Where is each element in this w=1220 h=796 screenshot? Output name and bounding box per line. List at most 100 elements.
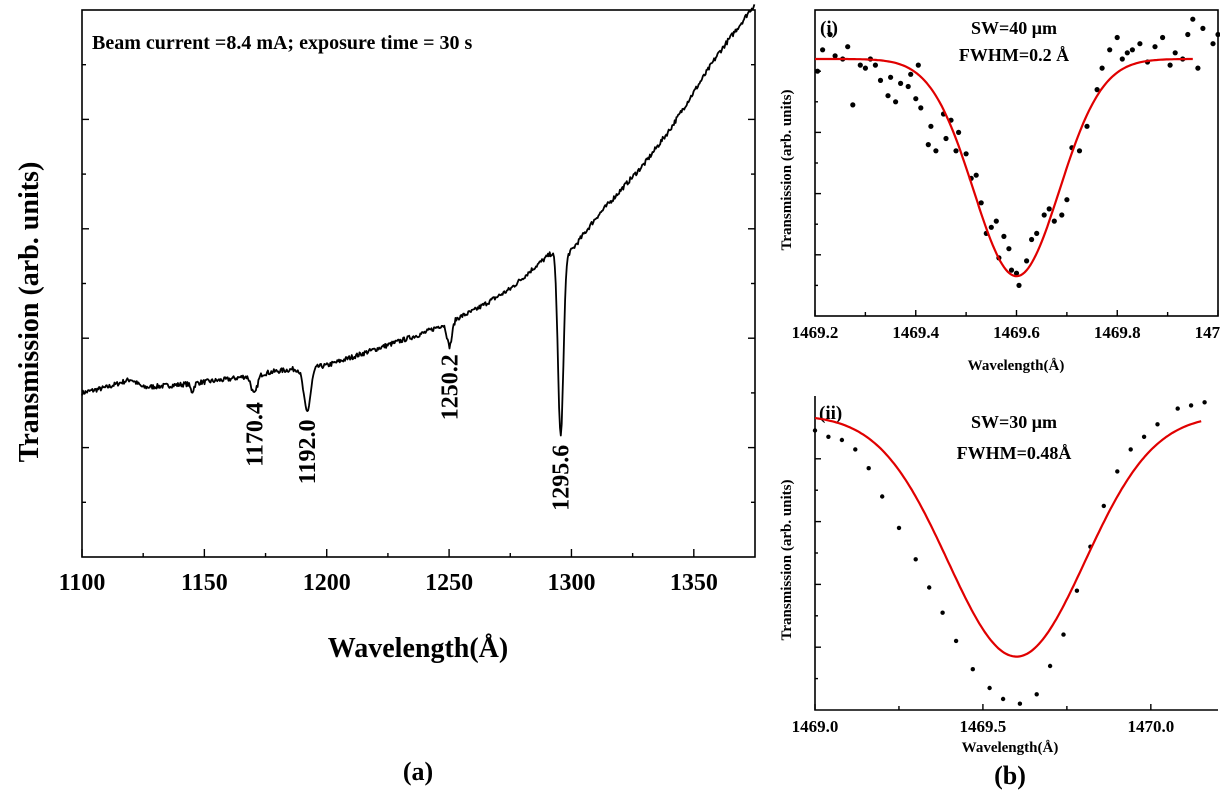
panel-b-i-data-point — [1076, 148, 1083, 154]
panel-b-ii-data-point — [1101, 503, 1107, 509]
panel-b-ii-data-point — [853, 447, 858, 452]
panel-a-annotation: Beam current =8.4 mA; exposure time = 30… — [92, 32, 473, 54]
panel-b-ii-data-point — [1188, 403, 1194, 408]
panel-a-x-tick-label: 1150 — [181, 570, 228, 596]
panel-b-i-x-tick-label: 1469.2 — [792, 323, 839, 342]
panel-b-i-data-points — [814, 16, 1220, 288]
panel-b-i-data-point — [1029, 236, 1035, 243]
panel-b-i-data-point — [1160, 34, 1166, 41]
panel-b-i-data-point — [908, 71, 914, 77]
panel-b-ii-data-point — [987, 685, 992, 691]
panel-b-i-data-point — [832, 53, 838, 59]
panel-a-x-tick-label: 1250 — [425, 570, 473, 596]
panel-b-i-data-point — [827, 31, 833, 38]
panel-a-x-tick-label: 1300 — [547, 570, 595, 596]
panel-b-i-x-axis-title: Wavelength(Å) — [968, 358, 1065, 374]
panel-a-peak-labels: 1170.4 1192.0 1250.2 1295.6 — [242, 354, 574, 511]
panel-b-i-data-point — [905, 83, 911, 90]
panel-a-y-axis — [82, 63, 755, 503]
panel-b-ii-data-point — [1115, 469, 1120, 474]
panel-a-spectrum-line — [81, 4, 756, 437]
panel-b-ii-data-point — [812, 428, 818, 433]
panel-b-ii-data-point — [970, 667, 975, 672]
panel-b-i-data-point — [845, 44, 851, 50]
panel-b-i-annotation-line-1: SW=40 μm — [971, 18, 1057, 38]
panel-b-i-data-point — [885, 93, 891, 99]
panel-b-i-x-axis: 1469.2 1469.4 1469.6 1469.8 1470.0 — [792, 310, 1220, 342]
panel-b-i-data-point — [893, 99, 899, 105]
panel-b-i-data-point — [1195, 65, 1201, 71]
panel-b-i-data-point — [928, 123, 934, 129]
panel-b-i-data-point — [898, 80, 904, 86]
panel-b-i-data-point — [1152, 44, 1158, 50]
panel-b-i-data-point — [963, 151, 969, 157]
panel-b-ii-data-point — [1074, 588, 1080, 593]
panel-a: Beam current =8.4 mA; exposure time = 30… — [14, 4, 756, 786]
panel-a-x-tick-label: 1200 — [303, 570, 351, 596]
panel-b-i-data-point — [1185, 31, 1191, 38]
panel-b-i-data-point — [1016, 282, 1022, 288]
panel-b-i-data-point — [1084, 123, 1090, 129]
panel-b-i-data-point — [973, 172, 979, 178]
panel-b-i-data-point — [1190, 16, 1196, 22]
panel-b-i-data-point — [1006, 246, 1012, 252]
panel-b-i-data-point — [1008, 267, 1015, 273]
panel-b-i-data-point — [943, 135, 949, 142]
panel-b-i-data-point — [1034, 230, 1040, 236]
panel-b-i-data-point — [1210, 41, 1216, 47]
panel-b-ii-y-axis-title: Transmission (arb. units) — [779, 479, 795, 640]
panel-b-ii-data-point — [1061, 632, 1066, 637]
panel-b-i-data-point — [1137, 41, 1143, 47]
panel-b-i-data-point — [1046, 206, 1052, 212]
panel-b-ii-data-point — [1155, 422, 1160, 427]
panel-a-peak-label: 1192.0 — [295, 420, 321, 485]
panel-b-i-data-point — [814, 68, 821, 74]
panel-b-i-data-point — [953, 148, 959, 154]
panel-a-x-tick-label: 1100 — [59, 570, 106, 596]
panel-b-ii-data-point — [1128, 447, 1133, 452]
panel-a-x-axis-title: Wavelength(Å) — [328, 633, 508, 664]
panel-b-i: (i) SW=40 μm FWHM=0.2 Å 1469.2 1469.4 1469… — [779, 9, 1220, 374]
panel-b-i-data-point — [1172, 50, 1178, 56]
panel-b-ii-data-point — [1034, 692, 1039, 697]
panel-b-i-data-point — [820, 47, 826, 53]
panel-b-i-data-point — [857, 62, 863, 68]
panel-b-i-data-point — [915, 62, 921, 68]
panel-b-i-data-point — [1129, 47, 1135, 53]
panel-b-i-data-point — [1041, 212, 1047, 218]
panel-b-ii-data-point — [1047, 663, 1053, 669]
panel-b-ii-annotation-line-2: FWHM=0.48Å — [957, 443, 1072, 463]
panel-b-ii-data-point — [940, 610, 945, 615]
panel-b-i-data-point — [1064, 197, 1070, 203]
panel-b-ii-annotation-line-1: SW=30 μm — [971, 412, 1057, 432]
panel-b-i-data-point — [1059, 212, 1065, 218]
panel-b-i-annotation-line-2: FWHM=0.2 Å — [959, 45, 1069, 65]
panel-a-peak-label: 1170.4 — [242, 402, 268, 467]
panel-b-i-data-point — [925, 142, 931, 148]
panel-b-i-data-point — [1107, 47, 1113, 53]
panel-a-peak-label: 1250.2 — [438, 354, 464, 420]
panel-b-ii-data-point — [839, 437, 845, 443]
panel-b-i-data-point — [1119, 56, 1125, 62]
panel-b-i-data-point — [1099, 65, 1105, 71]
panel-b-i-x-tick-label: 1469.4 — [892, 323, 939, 342]
panel-b-i-data-point — [933, 148, 939, 154]
panel-b-ii-data-point — [880, 494, 885, 499]
panel-b-i-data-point — [1215, 31, 1220, 38]
panel-b-i-data-point — [918, 105, 924, 111]
panel-b-ii-data-point — [1017, 701, 1023, 706]
panel-b-ii-data-point — [1175, 406, 1180, 411]
panel-b-ii-data-point — [913, 557, 918, 562]
panel-b-ii-data-point — [1141, 434, 1147, 439]
panel-b-i-data-point — [1167, 62, 1173, 68]
panel-b-i-x-tick-label: 1469.6 — [993, 323, 1040, 342]
panel-b-ii-x-tick-label: 1469.0 — [792, 717, 839, 736]
panel-b-ii-y-axis — [815, 458, 821, 680]
panel-b-i-x-tick-label: 1470.0 — [1195, 323, 1220, 342]
panel-b-i-data-point — [913, 96, 919, 102]
panel-b-i-data-point — [872, 62, 879, 68]
panel-b-ii-data-point — [927, 585, 932, 590]
panel-b-i-label: (i) — [820, 18, 838, 39]
panel-b-i-data-point — [1013, 270, 1020, 276]
